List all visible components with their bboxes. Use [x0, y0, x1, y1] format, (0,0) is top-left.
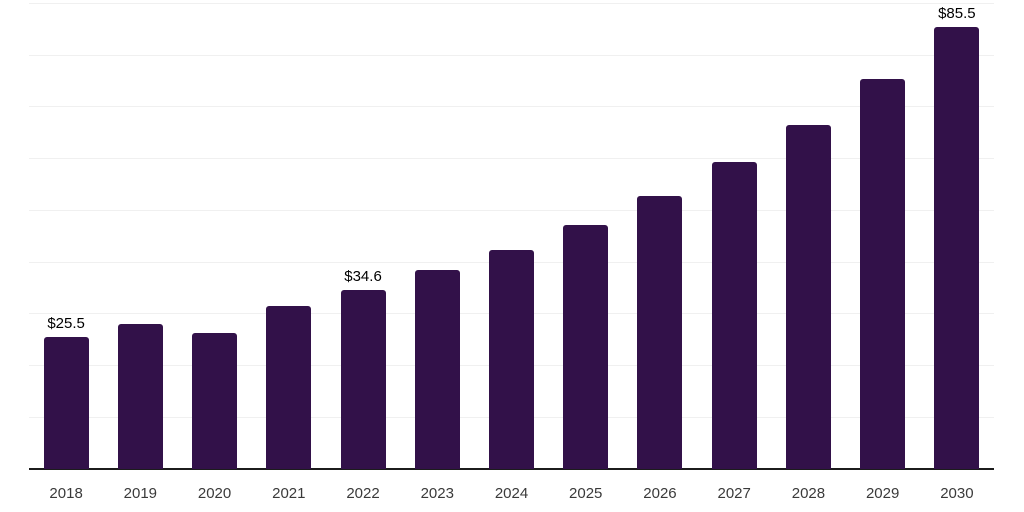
- x-axis-label-2028: 2028: [791, 485, 826, 502]
- bar-2030: [934, 26, 980, 469]
- gridline-80: [29, 54, 994, 56]
- bar-2020: [192, 332, 238, 469]
- x-axis-label-2018: 2018: [49, 485, 83, 502]
- bar-2029: [860, 79, 906, 469]
- gridline-90: [29, 2, 994, 4]
- bar-2018: [43, 337, 89, 469]
- bar-2022: [340, 290, 386, 469]
- x-axis-label-2023: 2023: [420, 485, 454, 502]
- gridline-70: [29, 106, 994, 108]
- bar-2024: [489, 250, 534, 469]
- bar-2025: [563, 224, 609, 469]
- gridline-60: [29, 158, 994, 160]
- x-axis-label-2021: 2021: [272, 485, 306, 502]
- bar-2028: [785, 125, 831, 469]
- x-axis-label-2024: 2024: [494, 485, 529, 502]
- x-axis-label-2029: 2029: [865, 485, 900, 502]
- value-label-2030: $85.5: [938, 4, 976, 22]
- x-axis-label-2019: 2019: [123, 485, 158, 502]
- x-axis-label-2025: 2025: [569, 485, 603, 502]
- x-axis-label-2027: 2027: [717, 485, 751, 502]
- value-label-2022: $34.6: [344, 268, 382, 285]
- bar-2023: [414, 269, 460, 469]
- x-axis-label-2022: 2022: [346, 485, 380, 502]
- gridline-50: [29, 209, 994, 211]
- bar-2021: [266, 306, 312, 469]
- bar-2026: [637, 196, 683, 469]
- x-axis-label-2020: 2020: [197, 485, 232, 502]
- x-axis-label-2030: 2030: [940, 485, 974, 502]
- x-axis-label-2026: 2026: [643, 485, 677, 502]
- bar-2027: [711, 162, 757, 469]
- x-axis-line: [29, 468, 994, 470]
- value-label-2018: $25.5: [47, 315, 85, 333]
- bar-2019: [117, 324, 163, 469]
